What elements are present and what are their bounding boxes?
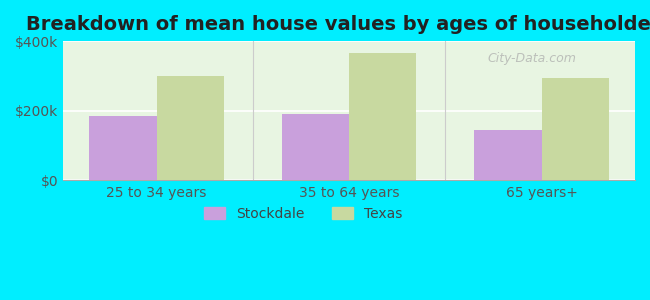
Legend: Stockdale, Texas: Stockdale, Texas — [198, 201, 408, 226]
Bar — [474, 130, 541, 180]
Bar — [157, 76, 224, 180]
Title: Breakdown of mean house values by ages of householders: Breakdown of mean house values by ages o… — [26, 15, 650, 34]
Bar — [349, 53, 417, 180]
Bar — [541, 78, 609, 180]
Text: City-Data.com: City-Data.com — [488, 52, 577, 65]
Bar — [281, 114, 349, 180]
Bar — [89, 116, 157, 180]
